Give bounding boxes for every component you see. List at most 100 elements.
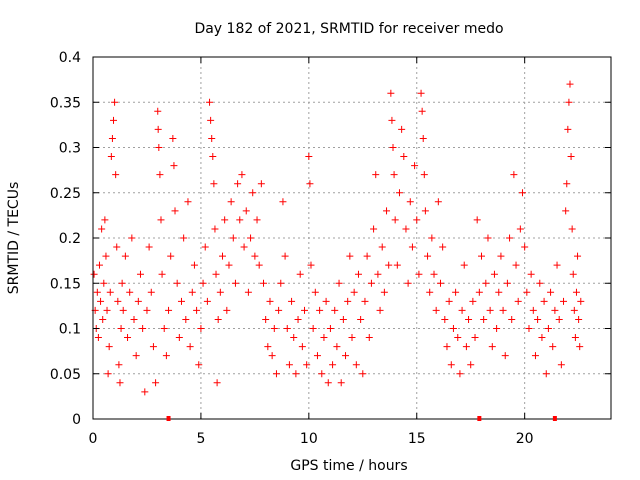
data-point [102,252,110,260]
data-point [320,334,328,342]
data-point [408,243,416,251]
data-point [99,315,107,323]
data-point [575,315,583,323]
data-point [421,207,429,215]
data-point [294,315,302,323]
data-point [219,252,226,260]
data-point [436,279,444,287]
data-point [306,180,314,188]
data-point [207,116,215,124]
data-point [155,144,163,151]
data-point [208,134,216,142]
data-point [576,343,584,351]
data-point [428,234,436,242]
data-point [197,325,205,332]
data-point [432,306,440,314]
data-point [473,216,481,224]
chart-title: Day 182 of 2021, SRMTID for receiver med… [194,21,503,37]
data-point [244,288,252,296]
data-point [296,270,304,278]
data-point [184,198,192,206]
y-tick-label: 0.25 [50,186,81,202]
data-point [359,370,367,378]
data-point [290,334,298,342]
data-point [223,306,231,314]
x-axis-label: GPS time / hours [290,458,407,474]
x-tick-label: 0 [89,431,98,447]
data-point [242,207,250,215]
data-point [406,198,414,206]
data-point [195,361,203,369]
data-point [564,125,572,133]
data-point [380,288,388,296]
data-point [395,189,403,197]
data-point [465,315,473,323]
data-point [370,225,378,233]
data-point [563,180,571,188]
data-point [413,216,421,224]
data-point [214,315,222,323]
data-point [454,334,462,342]
y-tick-label: 0.3 [59,141,81,157]
data-point [101,216,109,224]
data-point [565,98,573,106]
data-point [490,270,498,278]
data-point [93,288,101,296]
data-point [116,379,124,387]
data-point [160,325,168,332]
data-point [264,343,272,351]
data-point [553,261,561,269]
data-point [309,325,317,332]
data-point [441,315,449,323]
data-point [139,325,147,332]
data-point [510,171,518,179]
data-point [480,315,488,323]
data-point [471,334,479,342]
data-point [154,107,162,115]
data-point [452,288,460,296]
data-point [180,234,188,242]
data-point [268,352,276,360]
data-point [449,325,457,332]
data-point [206,98,214,106]
data-point [260,279,268,287]
data-point [275,306,283,314]
data-point [149,343,157,351]
data-point [363,252,371,260]
data-point [277,279,285,287]
data-point [227,198,235,206]
data-point [365,334,373,342]
data-point [344,297,352,305]
data-point [542,370,550,378]
data-point [516,225,524,233]
data-point [571,334,579,342]
data-point [339,315,347,323]
data-point [292,370,300,378]
data-point [311,288,319,296]
data-point [547,288,555,296]
data-point [354,270,362,278]
data-point [199,279,207,287]
data-point [404,279,412,287]
y-tick-label: 0.1 [59,322,81,338]
data-point [572,288,580,296]
data-point [318,370,326,378]
data-point [400,153,408,161]
data-point [255,261,263,269]
x-tick-label: 10 [300,431,318,447]
zero-value-marker [552,416,557,421]
data-point [445,297,453,305]
data-point [117,325,125,332]
data-point [221,216,229,224]
data-point [141,388,149,396]
data-point [130,315,138,323]
data-point [569,270,577,278]
data-point [523,288,531,296]
data-point [335,279,343,287]
data-point [182,315,190,323]
data-point [521,243,529,251]
data-point [376,306,384,314]
data-point [478,252,485,260]
data-point [283,325,291,332]
data-point [525,325,533,332]
